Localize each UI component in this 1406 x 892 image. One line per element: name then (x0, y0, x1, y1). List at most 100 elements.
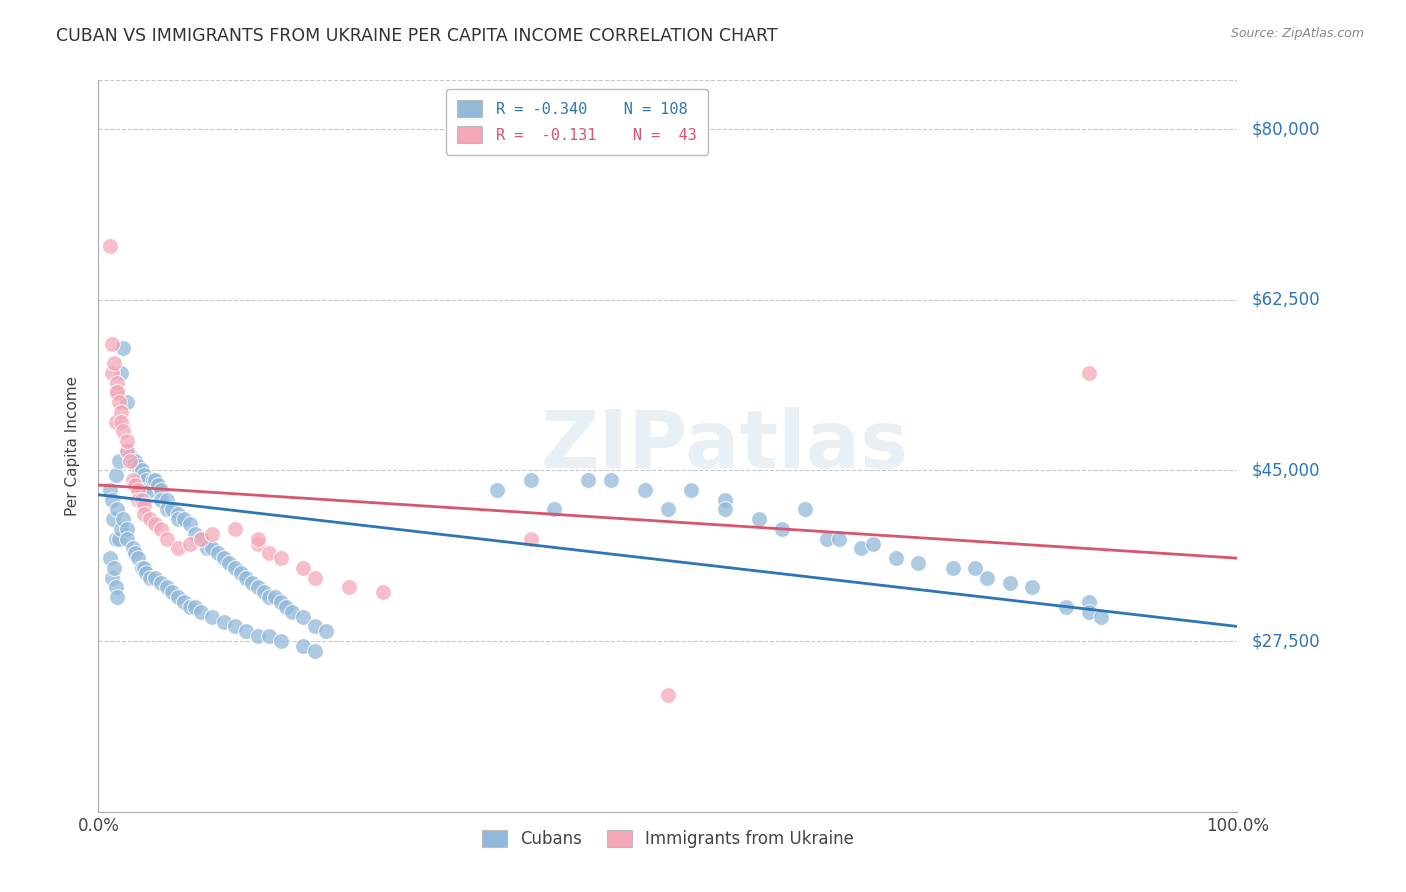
Point (127, 458, 149, 473)
Point (110, 405, 132, 419)
Point (292, 639, 315, 653)
Point (942, 561, 965, 575)
Point (103, 356, 125, 370)
Point (1078, 595, 1101, 609)
Point (179, 599, 201, 614)
Point (162, 502, 184, 516)
Point (105, 502, 128, 516)
Point (1021, 581, 1043, 595)
Point (907, 556, 929, 570)
Point (240, 575, 263, 590)
Point (156, 492, 179, 507)
Point (115, 443, 138, 458)
Point (104, 581, 127, 595)
Point (246, 532, 269, 546)
Point (828, 532, 851, 546)
Point (304, 571, 326, 585)
Point (150, 483, 173, 497)
Point (132, 468, 155, 483)
Point (246, 536, 269, 550)
Point (112, 425, 135, 439)
Point (103, 561, 125, 575)
Point (201, 526, 224, 541)
Point (270, 595, 292, 609)
Point (281, 605, 304, 619)
Text: $45,000: $45,000 (1251, 461, 1320, 479)
Point (112, 342, 135, 356)
Point (142, 473, 165, 487)
Point (304, 619, 326, 633)
Point (167, 541, 190, 556)
Point (657, 502, 679, 516)
Point (108, 395, 131, 409)
Point (337, 581, 360, 595)
Point (190, 532, 212, 546)
Y-axis label: Per Capita Income: Per Capita Income (65, 376, 80, 516)
Point (270, 551, 292, 566)
Point (770, 522, 793, 536)
Point (173, 512, 195, 526)
Point (218, 556, 240, 570)
Point (259, 546, 281, 560)
Point (115, 434, 138, 449)
Point (132, 508, 155, 522)
Point (105, 376, 128, 390)
Point (793, 502, 815, 516)
Point (1054, 599, 1078, 614)
Point (292, 561, 315, 575)
Point (657, 688, 679, 702)
Point (138, 571, 160, 585)
Point (184, 599, 207, 614)
Point (371, 585, 394, 599)
Point (131, 463, 153, 477)
Point (104, 532, 127, 546)
Point (224, 522, 246, 536)
Point (124, 546, 146, 560)
Point (98, 483, 121, 497)
Point (815, 532, 838, 546)
Legend: Cubans, Immigrants from Ukraine: Cubans, Immigrants from Ukraine (475, 823, 860, 855)
Point (201, 541, 224, 556)
Point (167, 508, 190, 522)
Point (132, 561, 155, 575)
Point (246, 581, 269, 595)
Point (131, 561, 153, 575)
Point (104, 385, 127, 400)
Point (120, 449, 142, 463)
Point (150, 575, 173, 590)
Text: $62,500: $62,500 (1251, 291, 1320, 309)
Point (138, 512, 160, 526)
Point (520, 473, 543, 487)
Point (264, 590, 287, 604)
Point (259, 629, 281, 643)
Point (104, 468, 127, 483)
Point (132, 498, 155, 512)
Point (976, 571, 998, 585)
Point (110, 415, 132, 429)
Point (121, 453, 143, 467)
Point (121, 473, 143, 487)
Point (146, 478, 169, 492)
Point (135, 566, 157, 580)
Point (600, 473, 623, 487)
Point (127, 492, 149, 507)
Point (884, 551, 907, 566)
Point (121, 541, 143, 556)
Point (156, 581, 179, 595)
Point (634, 483, 657, 497)
Point (167, 590, 190, 604)
Point (229, 566, 252, 580)
Point (270, 634, 292, 648)
Point (124, 453, 146, 467)
Text: $27,500: $27,500 (1251, 632, 1320, 650)
Point (195, 541, 218, 556)
Point (304, 644, 326, 658)
Point (162, 585, 184, 599)
Point (145, 473, 167, 487)
Point (212, 551, 235, 566)
Point (748, 512, 770, 526)
Point (292, 609, 315, 624)
Point (132, 483, 155, 497)
Text: CUBAN VS IMMIGRANTS FROM UKRAINE PER CAPITA INCOME CORRELATION CHART: CUBAN VS IMMIGRANTS FROM UKRAINE PER CAP… (56, 27, 778, 45)
Point (98, 239, 121, 253)
